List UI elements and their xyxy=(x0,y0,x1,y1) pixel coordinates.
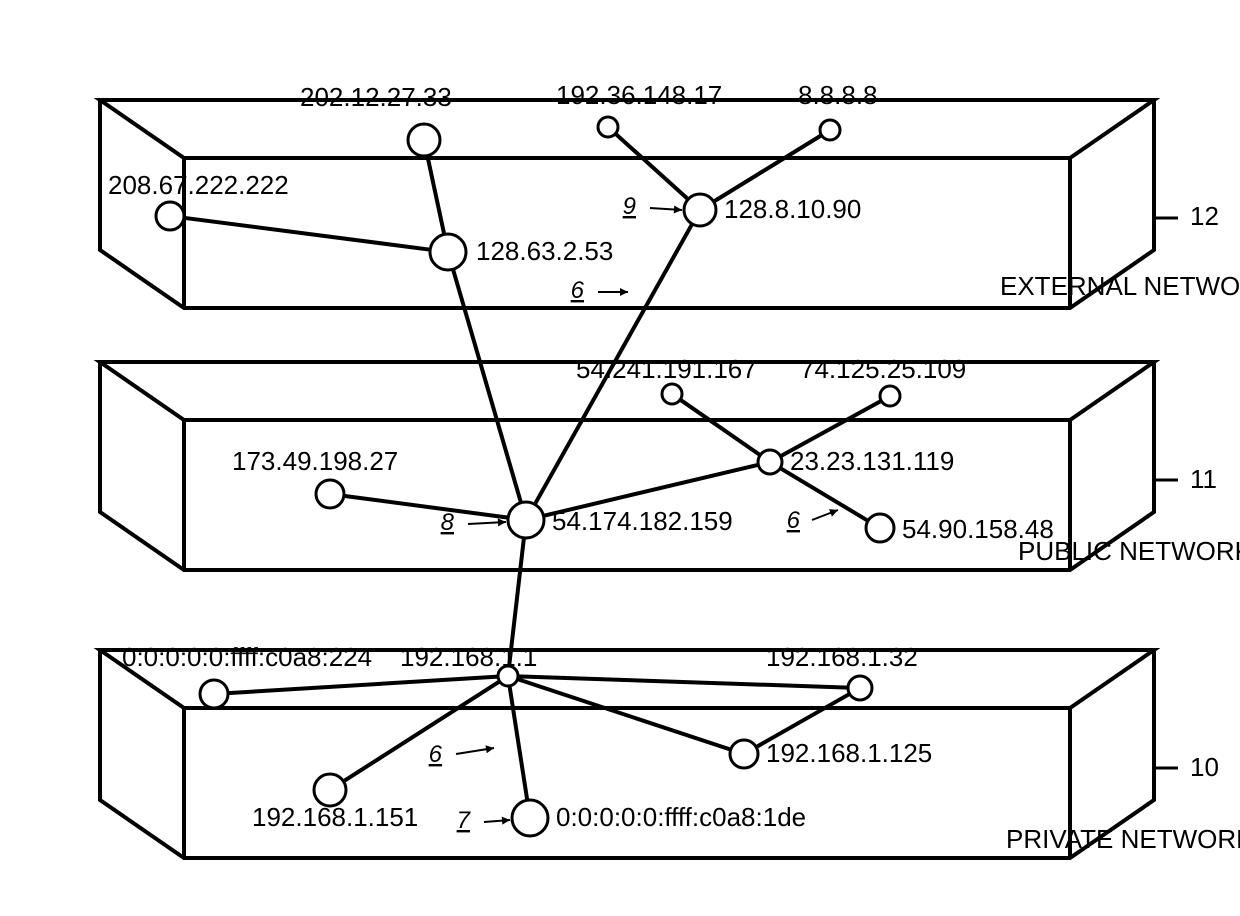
node-n_ipv6_1de xyxy=(512,800,548,836)
plane-external-callout: 12 xyxy=(1190,201,1219,231)
node-n_23_23_131_119 xyxy=(758,450,782,474)
node-n_208_67_222_222 xyxy=(156,202,184,230)
ref-2-text: 8 xyxy=(441,509,455,536)
node-n_74_125_25_109-label: 74.125.25.109 xyxy=(800,354,966,384)
node-n_54_174_182_159 xyxy=(508,502,544,538)
plane-external-label: EXTERNAL NETWORK xyxy=(1000,271,1240,301)
ref-1-arrowhead xyxy=(620,288,628,296)
nodes-layer: 208.67.222.222 202.12.27.33 192.36.148.17 8… xyxy=(108,80,1054,836)
node-n_54_241_191_167-label: 54.241.191.167 xyxy=(576,354,757,384)
node-n_54_241_191_167 xyxy=(662,384,682,404)
ref-5-arrowhead xyxy=(502,817,510,825)
node-n_54_90_158_48-label: 54.90.158.48 xyxy=(902,514,1054,544)
node-n_173_49_198_27-label: 173.49.198.27 xyxy=(232,446,398,476)
node-n_192_168_1_32-label: 192.168.1.32 xyxy=(766,642,918,672)
edge-n_128_63_2_53-n_54_174_182_159 xyxy=(453,269,521,502)
node-n_192_168_1_1-label: 192.168.1.1 xyxy=(400,642,537,672)
node-n_192_36_148_17-label: 192.36.148.17 xyxy=(556,80,722,110)
edge-n_23_23_131_119-n_54_241_191_167 xyxy=(680,400,760,455)
edge-n_192_168_1_1-n_192_168_1_32 xyxy=(518,676,848,687)
node-n_202_12_27_33-label: 202.12.27.33 xyxy=(300,82,452,112)
edge-n_192_168_1_1-n_ipv6_224 xyxy=(228,677,498,694)
edge-n_192_168_1_1-n_ipv6_1de xyxy=(510,686,528,800)
edge-n_8_8_8_8-n_128_8_10_90 xyxy=(714,135,822,201)
ref-5: 7 xyxy=(457,807,510,834)
ref-3-text: 6 xyxy=(787,507,801,534)
node-n_128_63_2_53 xyxy=(430,234,466,270)
node-n_74_125_25_109 xyxy=(880,386,900,406)
node-n_ipv6_224 xyxy=(200,680,228,708)
node-n_128_63_2_53-label: 128.63.2.53 xyxy=(476,236,613,266)
node-n_23_23_131_119-label: 23.23.131.119 xyxy=(790,446,954,476)
edge-n_192_36_148_17-n_128_8_10_90 xyxy=(615,134,688,200)
edge-n_192_168_1_1-n_192_168_1_125 xyxy=(517,679,730,749)
plane-private-label: PRIVATE NETWORK xyxy=(1006,824,1240,854)
edge-n_208_67_222_222-n_128_63_2_53 xyxy=(184,218,430,250)
ref-1-text: 6 xyxy=(571,277,585,304)
ref-0-arrowhead xyxy=(674,206,682,214)
node-n_8_8_8_8 xyxy=(820,120,840,140)
node-n_208_67_222_222-label: 208.67.222.222 xyxy=(108,170,289,200)
node-n_173_49_198_27 xyxy=(316,480,344,508)
node-n_192_168_1_151-label: 192.168.1.151 xyxy=(252,802,418,832)
planes-layer: EXTERNAL NETWORK12PUBLIC NETWORK11PRIVAT… xyxy=(100,100,1240,858)
node-n_54_90_158_48 xyxy=(866,514,894,542)
edge-n_192_168_1_1-n_192_168_1_151 xyxy=(343,681,499,781)
node-n_ipv6_224-label: 0:0:0:0:0:ffff:c0a8:224 xyxy=(122,642,372,672)
network-diagram: EXTERNAL NETWORK12PUBLIC NETWORK11PRIVAT… xyxy=(0,0,1240,916)
ref-4: 6 xyxy=(429,741,494,768)
edge-n_202_12_27_33-n_128_63_2_53 xyxy=(427,156,444,235)
node-n_192_36_148_17 xyxy=(598,117,618,137)
ref-1: 6 xyxy=(571,277,628,304)
node-n_128_8_10_90 xyxy=(684,194,716,226)
plane-external: EXTERNAL NETWORK 12 xyxy=(100,100,1240,308)
ref-0-text: 9 xyxy=(623,193,636,220)
node-n_128_8_10_90-label: 128.8.10.90 xyxy=(724,194,861,224)
ref-4-arrowhead xyxy=(485,745,494,753)
plane-private-callout: 10 xyxy=(1190,752,1219,782)
ref-2-arrowhead xyxy=(498,518,506,526)
node-n_202_12_27_33 xyxy=(408,124,440,156)
node-n_192_168_1_32 xyxy=(848,676,872,700)
node-n_192_168_1_125-label: 192.168.1.125 xyxy=(766,738,932,768)
ref-5-text: 7 xyxy=(457,807,472,834)
node-n_54_174_182_159-label: 54.174.182.159 xyxy=(552,506,733,536)
node-n_ipv6_1de-label: 0:0:0:0:0:ffff:c0a8:1de xyxy=(556,802,806,832)
node-n_192_168_1_125 xyxy=(730,740,758,768)
node-n_8_8_8_8-label: 8.8.8.8 xyxy=(798,80,878,110)
edge-n_173_49_198_27-n_54_174_182_159 xyxy=(344,496,508,518)
plane-public-callout: 11 xyxy=(1190,464,1217,494)
ref-3: 6 xyxy=(787,507,838,534)
ref-4-text: 6 xyxy=(429,741,443,768)
ref-0: 9 xyxy=(623,193,682,220)
